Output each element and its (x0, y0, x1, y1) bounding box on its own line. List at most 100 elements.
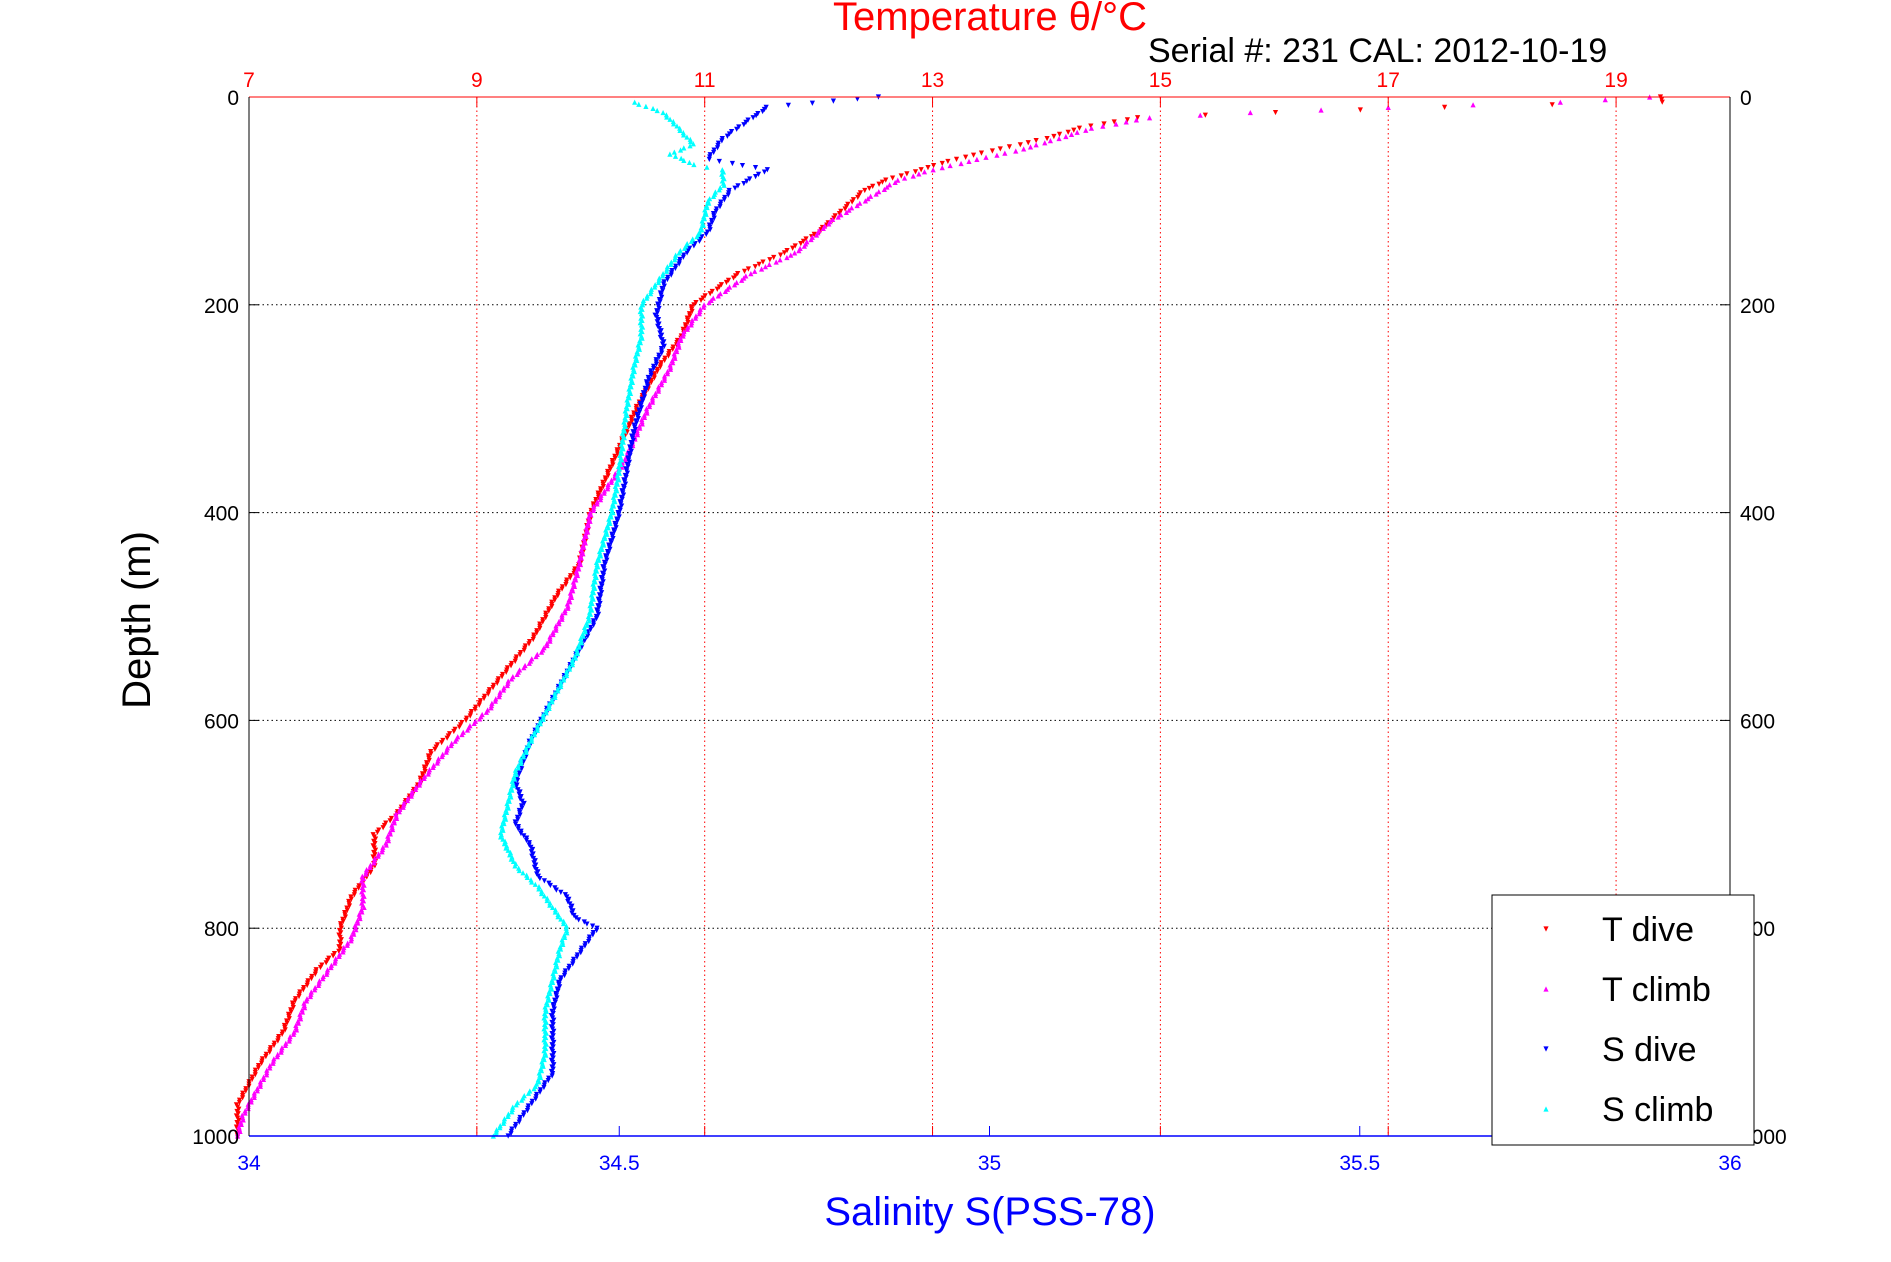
data-point (601, 488, 608, 494)
data-point (688, 322, 694, 328)
data-point (689, 308, 695, 315)
data-point (552, 907, 559, 913)
data-point (533, 653, 539, 660)
data-point (492, 698, 498, 704)
data-point (422, 769, 428, 775)
data-point (664, 266, 670, 272)
data-point (354, 918, 361, 924)
temperature-tick-label: 17 (1377, 69, 1400, 92)
data-point (523, 749, 529, 755)
data-point (538, 649, 545, 655)
data-point (576, 917, 582, 923)
data-point (267, 1049, 273, 1055)
data-point (680, 130, 686, 136)
data-point (1076, 125, 1083, 131)
data-point (510, 1104, 516, 1110)
data-point (340, 918, 346, 925)
data-point (352, 924, 359, 931)
data-point (552, 968, 558, 974)
data-point (242, 1110, 248, 1116)
data-point (656, 275, 662, 281)
data-point (614, 481, 621, 487)
data-point (610, 462, 616, 468)
data-point (682, 245, 688, 251)
data-point (586, 616, 592, 622)
data-point (555, 688, 561, 694)
data-point (585, 529, 591, 535)
data-point (336, 951, 343, 957)
data-point (605, 484, 611, 490)
temperature-tick-label: 7 (243, 69, 255, 92)
data-point (452, 738, 458, 744)
data-point (312, 987, 318, 993)
data-point (582, 943, 588, 949)
legend-label: T dive (1602, 911, 1694, 949)
data-point (808, 236, 814, 243)
data-point (854, 202, 860, 209)
data-point (672, 355, 678, 361)
data-point (348, 938, 354, 944)
data-point (524, 1108, 531, 1114)
data-point (1074, 129, 1080, 135)
data-point (534, 630, 540, 636)
data-point (547, 900, 553, 906)
data-point (947, 162, 953, 169)
data-point (873, 191, 879, 197)
data-point (707, 291, 713, 297)
data-point (541, 878, 547, 884)
data-point (497, 1123, 503, 1129)
data-point (648, 286, 654, 292)
data-point (848, 205, 855, 211)
data-point (481, 695, 487, 702)
data-point (687, 143, 693, 149)
data-point (670, 118, 676, 125)
data-point (278, 1047, 285, 1053)
data-point (607, 466, 613, 472)
data-point (879, 179, 886, 185)
data-point (691, 302, 697, 308)
data-point (563, 923, 569, 929)
data-point (730, 275, 737, 281)
data-point (593, 616, 600, 622)
data-point (639, 416, 645, 423)
temperature-tick-label: 11 (694, 69, 716, 92)
data-point (558, 916, 564, 922)
data-point (711, 149, 717, 156)
data-point (488, 702, 495, 709)
data-point (697, 308, 703, 315)
data-point (598, 553, 604, 559)
data-point (667, 366, 674, 372)
data-point (724, 133, 731, 139)
data-point (515, 765, 521, 771)
data-point (612, 499, 618, 505)
data-point (316, 978, 323, 984)
data-point (300, 987, 306, 993)
depth-tick-label-left: 400 (204, 503, 239, 526)
data-point (637, 340, 644, 346)
data-point (604, 557, 610, 563)
data-point (328, 964, 334, 971)
data-point (312, 984, 318, 991)
data-point (555, 911, 561, 917)
data-point (803, 236, 809, 242)
data-point (580, 631, 586, 637)
data-point (359, 909, 365, 915)
data-point (534, 727, 541, 733)
data-point (709, 220, 715, 226)
data-point (741, 268, 748, 274)
data-point (562, 934, 568, 941)
data-point (963, 154, 969, 160)
data-point (945, 158, 951, 165)
data-point (270, 1058, 277, 1064)
data-point (785, 102, 791, 108)
data-point (664, 371, 671, 377)
data-point (328, 962, 335, 968)
data-point (572, 653, 578, 659)
data-point (558, 889, 564, 896)
data-point (416, 782, 423, 788)
data-point (614, 488, 620, 494)
data-point (1100, 123, 1106, 129)
data-point (762, 264, 769, 270)
data-point (526, 743, 532, 749)
data-point (601, 542, 607, 548)
